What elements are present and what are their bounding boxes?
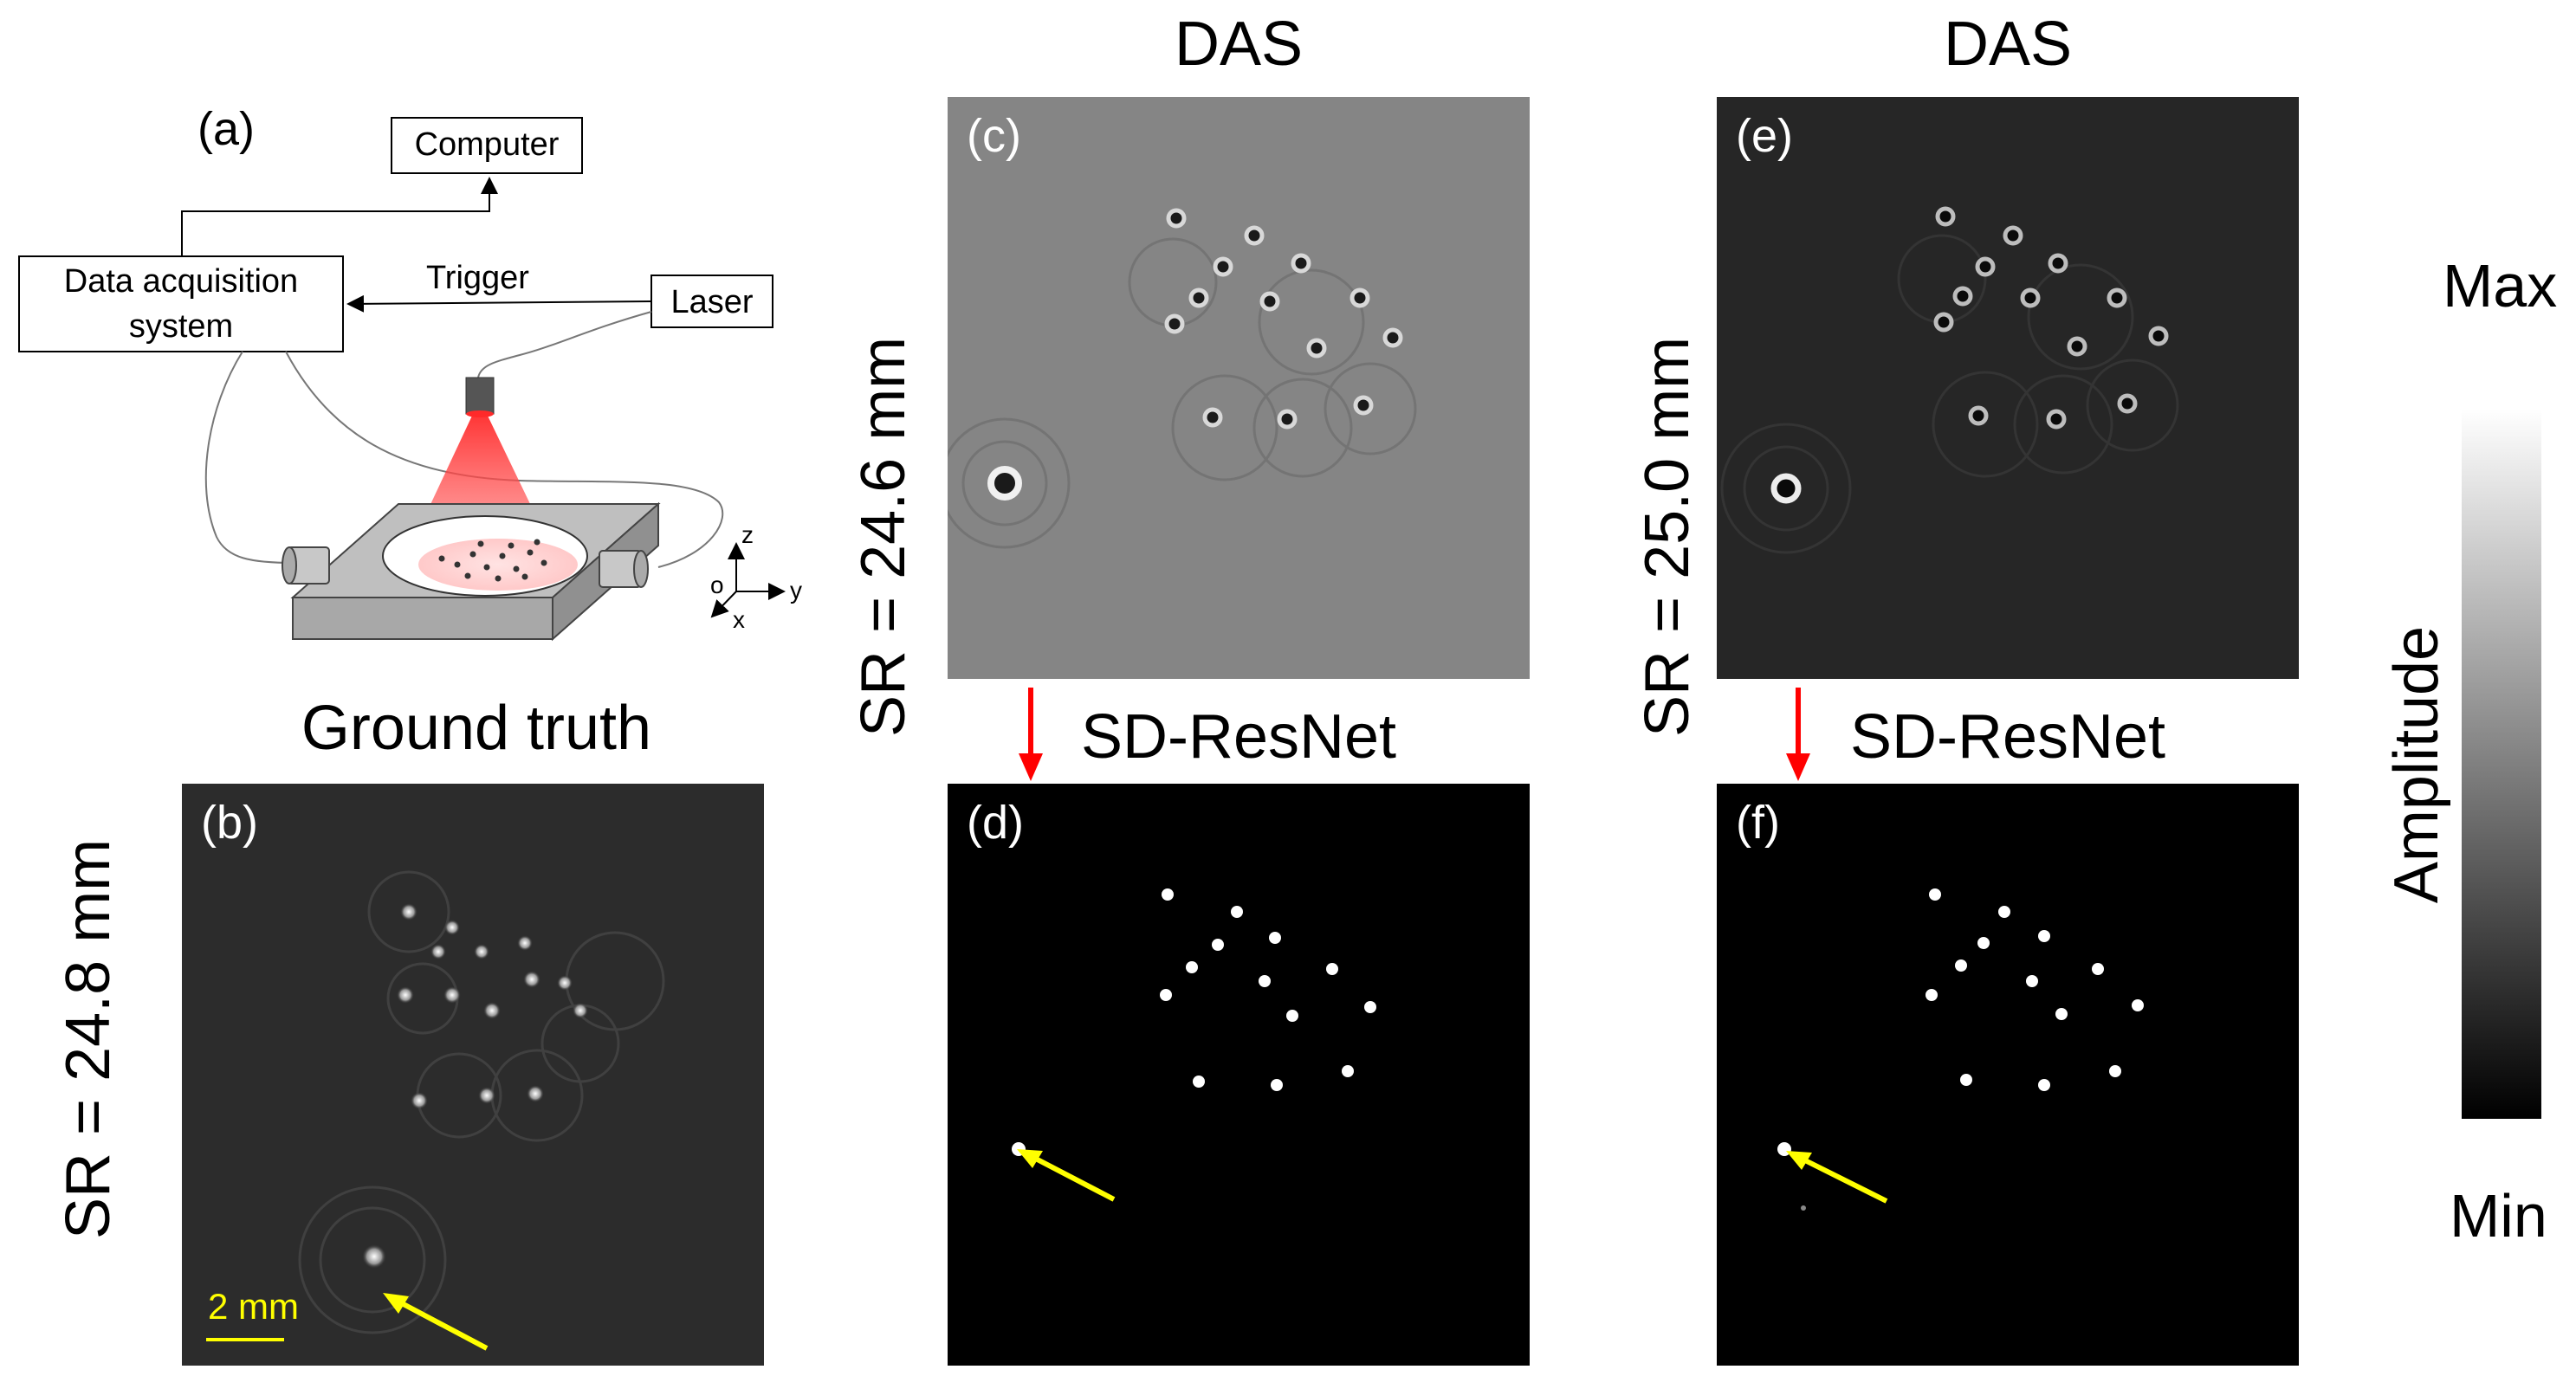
setup-panel: (a) <box>0 0 832 658</box>
axes-glyph <box>710 542 786 618</box>
panel-label-f: (f) <box>1736 797 1780 849</box>
image-panel-f: (f) <box>1717 784 2299 1366</box>
axis-o-label: o <box>710 572 724 598</box>
donuts-c <box>1164 208 1403 430</box>
computer-box <box>391 117 583 174</box>
axis-y-label: y <box>790 577 802 604</box>
colorbar-amplitude-label: Amplitude <box>2382 625 2451 904</box>
sr-label-e: SR = 25.0 mm <box>1633 336 1702 737</box>
laser-head <box>465 377 495 415</box>
panel-label-b: (b) <box>201 797 258 849</box>
arrow-c-to-d <box>1019 688 1043 781</box>
title-das-e: DAS <box>1943 10 2073 79</box>
laser-box <box>650 275 773 328</box>
reconstruction-c <box>948 208 1417 549</box>
sr-label-b: SR = 24.8 mm <box>54 838 123 1239</box>
cable-right <box>285 351 724 568</box>
panel-label-d: (d) <box>967 797 1024 849</box>
axis-x-label: x <box>733 606 745 633</box>
colorbar-min-label: Min <box>2450 1182 2547 1250</box>
laser-label: Laser <box>670 284 754 320</box>
daq-label-line2: system <box>128 308 234 345</box>
title-sd-resnet-d: SD-ResNet <box>1080 702 1397 772</box>
title-das-c: DAS <box>1174 10 1304 79</box>
panel-label-c: (c) <box>967 110 1021 162</box>
sample-dots <box>438 539 547 582</box>
trigger-line <box>346 294 652 313</box>
reconstruction-e <box>1720 206 2179 554</box>
daq-computer-line <box>181 177 498 256</box>
setup-diagram <box>18 117 786 642</box>
computer-label: Computer <box>414 126 560 163</box>
arrow-e-to-f <box>1786 688 1810 781</box>
panel-label-a: (a) <box>197 103 255 155</box>
daq-label-line1: Data acquisition <box>63 263 299 300</box>
reconstruction-b <box>206 870 665 1351</box>
colorbar-max-label: Max <box>2443 252 2558 320</box>
axis-z-label: z <box>741 521 754 548</box>
sample-area <box>418 539 578 591</box>
sr-label-c: SR = 24.6 mm <box>849 336 918 737</box>
title-sd-resnet-f: SD-ResNet <box>1849 702 2166 772</box>
image-panel-e: (e) <box>1717 97 2299 679</box>
reconstruction-f <box>1777 888 2144 1211</box>
holder-front <box>292 597 553 640</box>
image-panel-d: (d) <box>948 784 1530 1366</box>
scale-bar-label: 2 mm <box>208 1286 299 1327</box>
trigger-label: Trigger <box>426 260 529 296</box>
reconstruction-d <box>1012 888 1376 1202</box>
fiber-cable <box>477 311 652 378</box>
image-panel-c: (c) <box>948 97 1530 679</box>
title-ground-truth: Ground truth <box>301 694 652 763</box>
colorbar <box>2462 409 2541 1119</box>
image-panel-b: (b) 2 mm <box>182 784 764 1366</box>
cable-left <box>204 351 295 564</box>
panel-label-e: (e) <box>1736 110 1793 162</box>
